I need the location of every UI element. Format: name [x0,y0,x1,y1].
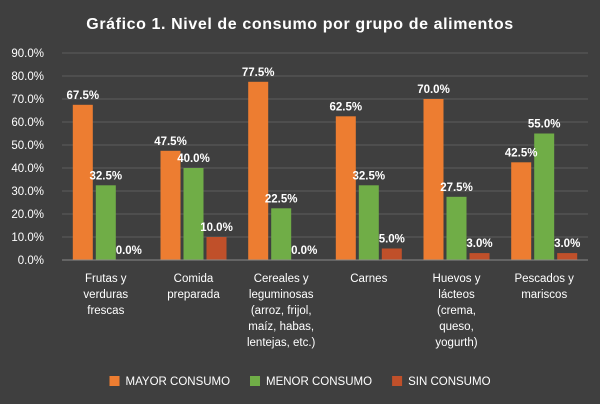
bar [469,253,490,260]
bar [381,248,402,260]
x-tick-label: Pescados y [514,273,574,285]
bar [95,185,116,261]
x-tick-label: (arroz, frijol, [251,305,312,317]
legend: MAYOR CONSUMO MENOR CONSUMO SIN CONSUMO [109,376,491,388]
x-tick-label: queso, [439,321,474,333]
legend-swatch [109,376,120,386]
bar [183,168,204,260]
bar [557,253,578,260]
data-label: 3.0% [466,238,492,250]
data-label: 77.5% [242,67,275,79]
y-tick-label: 40.0% [11,163,44,175]
bar [446,196,467,261]
x-tick-label: Carnes [350,273,387,285]
y-tick-label: 80.0% [11,71,44,83]
legend-label: MENOR CONSUMO [266,376,372,388]
x-tick-label: yogurth) [435,337,477,349]
axes: 0.0% 10.0% 20.0% 30.0% 40.0% 50.0% 60.0% 70.0% 8… [11,48,588,349]
data-labels: 67.5% 32.5% 0.0% 47.5% 40.0% 10.0% 77.5% 22.5% 0… [66,67,580,257]
data-label: 55.0% [528,119,561,131]
data-label: 22.5% [265,193,298,205]
bar [160,150,181,261]
x-tick-label: Frutas y [85,273,127,285]
data-label: 32.5% [352,170,385,182]
bar [423,99,444,260]
x-tick-label: verduras [83,289,128,301]
x-tick-label: Cereales y [254,273,309,285]
data-label: 3.0% [554,238,580,250]
y-tick-label: 30.0% [11,186,44,198]
x-tick-label: frescas [87,305,124,317]
x-tick-label: lentejas, etc.) [247,337,316,349]
bar [358,185,379,261]
y-tick-label: 60.0% [11,117,44,129]
data-label: 0.0% [291,245,317,257]
gridlines [62,52,588,238]
x-tick-label: leguminosas [249,289,314,301]
x-tick-label: Comida [174,273,214,285]
data-label: 0.0% [116,245,142,257]
x-tick-label: lácteos [438,289,475,301]
data-label: 40.0% [177,153,210,165]
bar [206,237,227,260]
bar [534,133,555,260]
y-tick-label: 0.0% [18,255,44,267]
y-tick-label: 20.0% [11,209,44,221]
legend-swatch [250,376,260,386]
data-label: 10.0% [200,222,233,234]
data-label: 67.5% [66,90,99,102]
legend-label: MAYOR CONSUMO [126,376,231,388]
y-tick-label: 50.0% [11,140,44,152]
bar [335,116,356,261]
bar [511,162,532,261]
x-tick-label: maíz, habas, [248,321,314,333]
bar [248,81,269,261]
data-label: 42.5% [505,147,538,159]
data-label: 47.5% [154,136,187,148]
bars [72,81,578,261]
bar [271,208,292,261]
y-tick-label: 10.0% [11,232,44,244]
y-tick-label: 70.0% [11,94,44,106]
data-label: 32.5% [89,170,122,182]
chart-title: Gráfico 1. Nivel de consumo por grupo de… [86,16,513,33]
y-tick-label: 90.0% [11,48,44,60]
data-label: 70.0% [417,84,450,96]
data-label: 5.0% [379,234,405,246]
x-tick-label: Huevos y [433,273,481,285]
bar [72,104,93,261]
x-tick-label: preparada [167,289,220,301]
x-tick-label: mariscos [521,289,567,301]
x-tick-label: (crema, [437,305,476,317]
data-label: 27.5% [440,182,473,194]
legend-swatch [392,376,403,386]
data-label: 62.5% [329,101,362,113]
legend-label: SIN CONSUMO [408,376,490,388]
